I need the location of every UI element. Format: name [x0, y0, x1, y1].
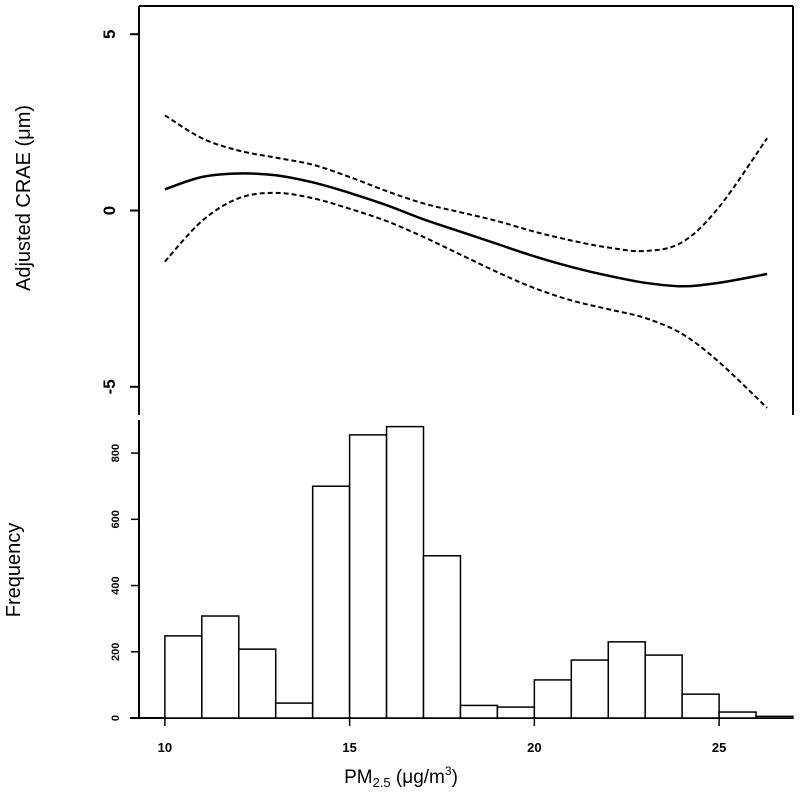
x-axis-title-close: ) [452, 767, 458, 788]
histogram-bar [238, 648, 277, 719]
x-tick-label: 25 [712, 740, 726, 755]
x-tick-label: 15 [342, 740, 356, 755]
upper-ci-line [164, 114, 768, 253]
histogram-bars [164, 425, 794, 719]
histogram-bar [201, 615, 240, 719]
histogram-bar [311, 485, 351, 719]
lower-ci-line [164, 191, 768, 409]
bottom-y-tick-label: 0 [110, 715, 122, 721]
x-axis-title-superscript: 3 [445, 764, 452, 778]
bottom-x-axis: 10 15 20 25 [158, 718, 726, 755]
histogram-bar [459, 704, 499, 719]
bottom-y-tick-label: 200 [110, 643, 122, 661]
histogram-bar [274, 702, 314, 719]
histogram-bar [496, 706, 536, 719]
top-y-tick-label: 0 [100, 206, 119, 215]
top-y-axis: -5 0 5 [100, 29, 139, 394]
bottom-y-tick-label: 400 [110, 576, 122, 594]
top-y-tick-label: 5 [100, 29, 119, 38]
x-tick-label: 20 [527, 740, 541, 755]
histogram-bar [164, 635, 203, 719]
bottom-y-axis-title: Frequency [3, 523, 25, 618]
x-axis-title: PM2.5 (μg/m3) [344, 764, 458, 790]
x-axis-title-main: PM [344, 767, 373, 788]
histogram-bar [718, 711, 757, 719]
histogram-bar [644, 654, 683, 719]
bottom-y-axis: 0 200 400 600 800 [110, 444, 139, 721]
top-panel-frame [138, 5, 794, 415]
histogram-bar [570, 659, 610, 719]
x-axis-title-subscript: 2.5 [373, 775, 391, 790]
histogram-bar [607, 641, 646, 719]
bottom-y-tick-label: 600 [110, 510, 122, 528]
histogram-bar [385, 425, 425, 719]
top-y-axis-title: Adjusted CRAE (μm) [13, 105, 35, 291]
top-lines [164, 114, 768, 409]
bottom-y-tick-label: 800 [110, 444, 122, 462]
top-y-tick-label: -5 [100, 379, 119, 394]
histogram-bar [533, 679, 573, 719]
histogram-bar [422, 555, 462, 719]
histogram-bar [681, 693, 720, 719]
estimate-line [164, 172, 768, 288]
x-tick-label: 10 [158, 740, 172, 755]
histogram-bar [755, 715, 794, 719]
x-axis-title-units: (μg/m [391, 767, 445, 788]
histogram-bar [348, 434, 388, 719]
